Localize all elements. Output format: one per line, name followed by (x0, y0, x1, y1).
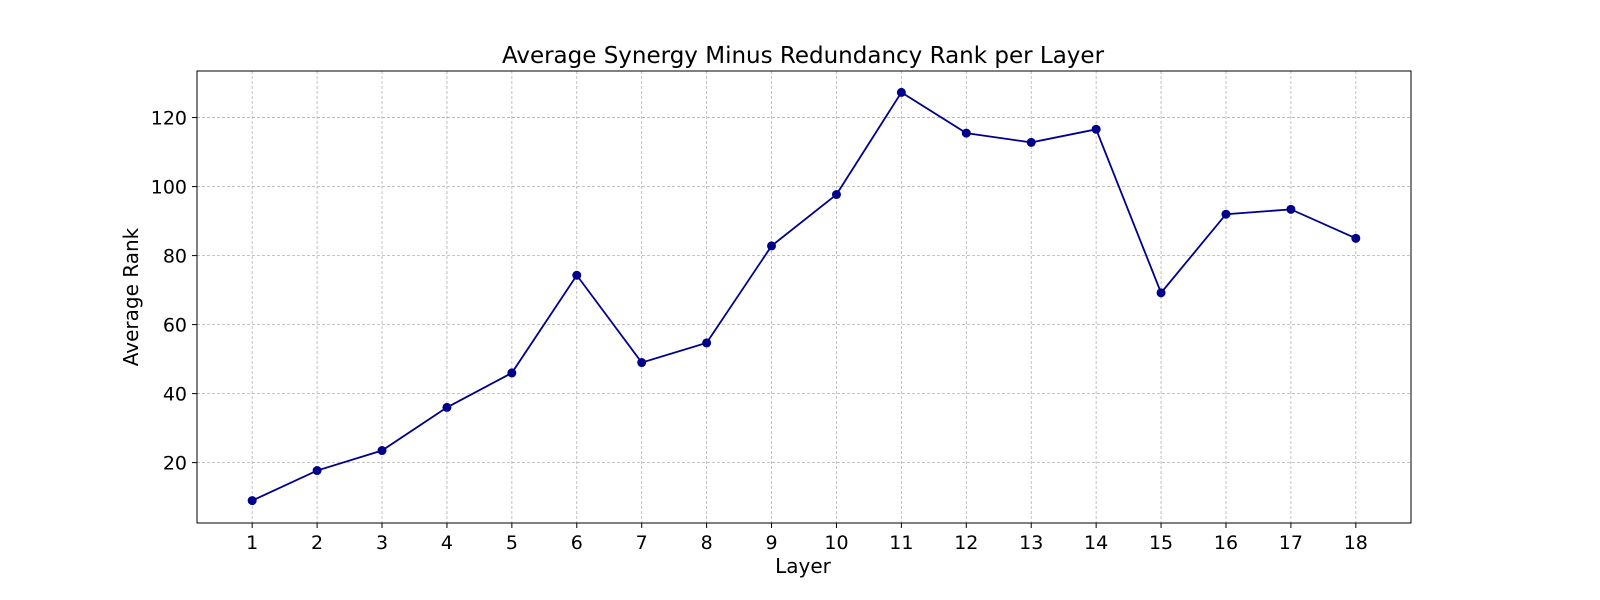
data-point (831, 190, 841, 200)
plot-frame (196, 70, 1412, 524)
chart-title: Average Synergy Minus Redundancy Rank pe… (502, 43, 1105, 69)
data-series (247, 87, 1361, 506)
x-tick-label: 8 (701, 532, 713, 554)
data-point (312, 466, 322, 476)
series-line (251, 91, 1357, 502)
x-tick-label: 12 (954, 532, 978, 554)
y-tick-label: 40 (163, 384, 187, 406)
x-tick-label: 2 (311, 532, 323, 554)
y-axis: 20 40 60 80 100 120 (151, 108, 197, 475)
y-tick-label: 80 (163, 246, 187, 268)
x-tick-label: 7 (636, 532, 648, 554)
data-point (1351, 233, 1361, 243)
x-tick-label: 1 (246, 532, 258, 554)
x-tick-label: 16 (1214, 532, 1238, 554)
x-tick-label: 15 (1149, 532, 1173, 554)
data-point (702, 338, 712, 348)
data-point (1026, 137, 1036, 147)
data-point (1221, 209, 1231, 219)
x-tick-label: 18 (1344, 532, 1368, 554)
data-point (442, 402, 452, 412)
x-tick-label: 14 (1084, 532, 1108, 554)
data-point (1091, 124, 1101, 134)
y-tick-label: 20 (163, 453, 187, 475)
data-point (767, 241, 777, 251)
x-tick-label: 5 (506, 532, 518, 554)
x-tick-label: 6 (571, 532, 583, 554)
y-tick-label: 120 (151, 108, 187, 130)
x-tick-label: 3 (376, 532, 388, 554)
x-axis-label: Layer (775, 554, 832, 578)
data-point (1156, 288, 1166, 298)
x-axis: 1 2 3 4 5 6 7 8 9 10 11 12 13 14 15 16 17 18 (246, 523, 1368, 554)
data-point (961, 128, 971, 138)
data-point (507, 368, 517, 378)
x-tick-label: 4 (441, 532, 453, 554)
data-point (896, 87, 906, 97)
x-tick-label: 17 (1279, 532, 1303, 554)
x-tick-label: 11 (889, 532, 913, 554)
y-axis-label: Average Rank (119, 227, 143, 366)
x-tick-label: 10 (824, 532, 848, 554)
y-tick-label: 100 (151, 177, 187, 199)
data-point (247, 496, 257, 506)
y-tick-label: 60 (163, 315, 187, 337)
data-point (377, 446, 387, 456)
grid (197, 71, 1411, 523)
data-point (637, 358, 647, 368)
x-tick-label: 9 (765, 532, 777, 554)
x-tick-label: 13 (1019, 532, 1043, 554)
data-point (1286, 204, 1296, 214)
data-point (572, 270, 582, 280)
